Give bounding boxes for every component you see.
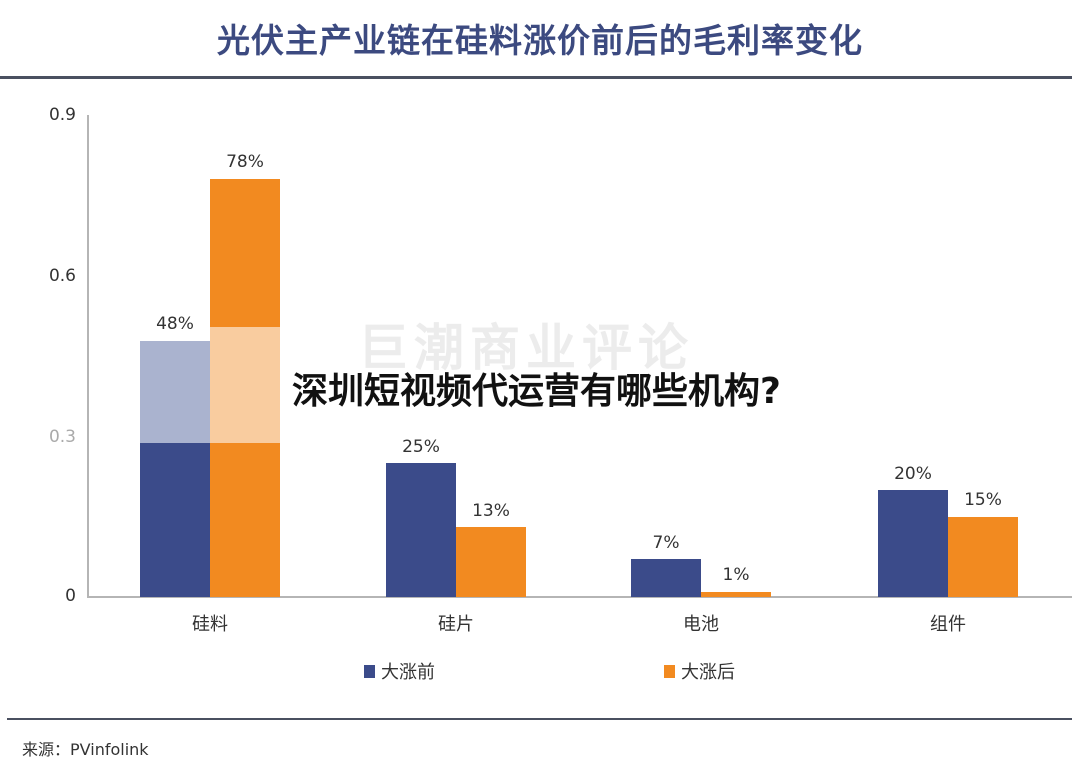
bar-value-label: 20% xyxy=(894,464,932,484)
category-label: 电池 xyxy=(683,614,719,635)
bar-before-silicon xyxy=(140,443,210,597)
y-tick: 0.3 xyxy=(48,427,76,447)
bar-value-label: 7% xyxy=(652,533,680,553)
y-tick: 0 xyxy=(65,586,76,606)
x-axis xyxy=(87,596,1072,598)
legend-swatch-icon xyxy=(364,664,375,678)
bar-value-label: 48% xyxy=(156,314,194,334)
chart-title: 光伏主产业链在硅料涨价前后的毛利率变化 xyxy=(217,21,863,60)
bar-after-silicon-top xyxy=(210,179,280,327)
bar-value-label: 1% xyxy=(722,565,750,585)
bar-after-cell xyxy=(701,592,771,597)
footer-divider xyxy=(7,718,1072,720)
legend-label: 大涨后 xyxy=(681,662,735,683)
legend-item-after: 大涨后 xyxy=(664,658,735,684)
overlay-headline: 深圳短视频代运营有哪些机构? xyxy=(292,371,781,412)
legend-label: 大涨前 xyxy=(381,662,435,683)
y-tick: 0.9 xyxy=(48,105,76,125)
bar-before-cell xyxy=(631,559,701,597)
bar-after-module xyxy=(948,517,1018,597)
category-label: 硅料 xyxy=(192,614,228,635)
bar-value-label: 15% xyxy=(964,490,1002,510)
bar-after-silicon-highlight xyxy=(210,327,280,443)
title-divider xyxy=(0,76,1072,79)
y-axis xyxy=(87,115,89,598)
watermark: 巨潮商业评论 xyxy=(358,319,694,377)
bar-chart: 0 0.3 0.6 0.9 巨潮商业评论 48% 78% 25% 13% 7% … xyxy=(48,105,1072,635)
bar-before-wafer xyxy=(386,463,456,597)
bar-after-wafer xyxy=(456,527,526,597)
bar-value-label: 78% xyxy=(226,152,264,172)
bar-value-label: 25% xyxy=(402,437,440,457)
category-label: 硅片 xyxy=(438,614,474,635)
bar-before-module xyxy=(878,490,948,597)
bar-after-silicon xyxy=(210,443,280,597)
bar-value-label: 13% xyxy=(472,501,510,521)
bar-before-silicon-highlight xyxy=(140,341,210,443)
legend-swatch-icon xyxy=(664,664,675,678)
category-label: 组件 xyxy=(930,614,966,635)
source-note: 来源：PVinfolink xyxy=(22,740,149,759)
y-tick: 0.6 xyxy=(48,266,76,286)
legend-item-before: 大涨前 xyxy=(364,658,435,684)
